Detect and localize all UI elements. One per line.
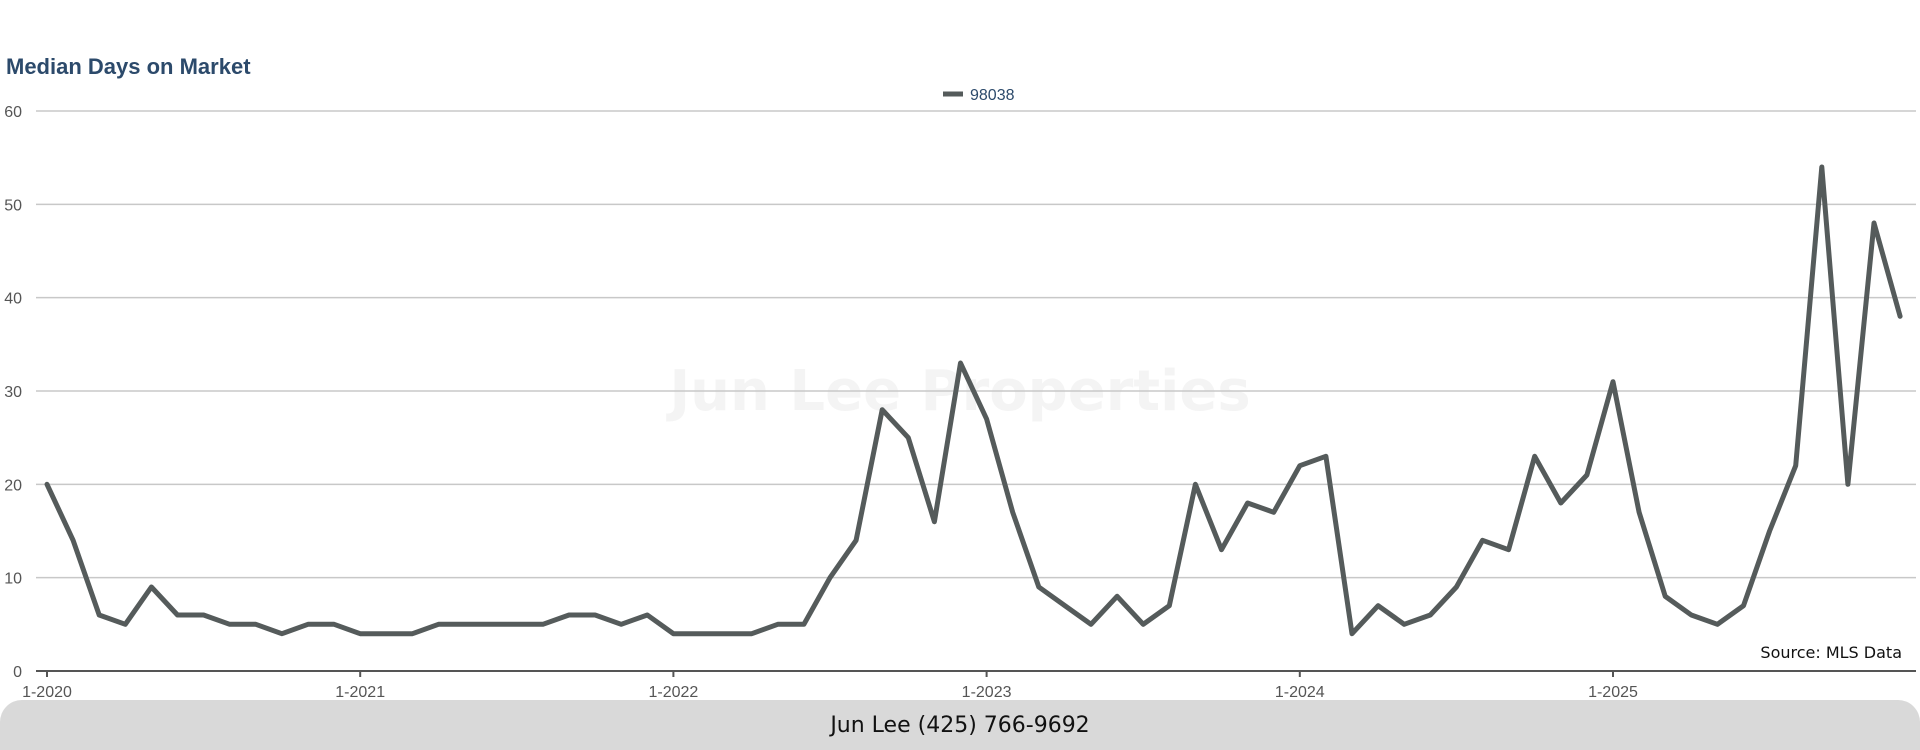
- data-point-1-2022: [670, 631, 676, 637]
- legend[interactable]: 98038: [943, 87, 1015, 104]
- data-point-10-2021: [592, 612, 598, 618]
- y-tick-label-30: 30: [4, 384, 22, 401]
- data-point-10-2022: [905, 435, 911, 441]
- y-tick-label-20: 20: [4, 477, 22, 494]
- data-point-6-2024: [1427, 612, 1433, 618]
- data-point-1-2024: [1297, 463, 1303, 469]
- data-point-9-2025: [1819, 164, 1825, 170]
- y-tick-label-0: 0: [13, 664, 22, 681]
- data-point-12-2024: [1584, 472, 1590, 478]
- data-point-8-2025: [1793, 463, 1799, 469]
- series-line-98038: [44, 164, 1903, 637]
- data-point-2-2021: [383, 631, 389, 637]
- data-point-11-2024: [1558, 500, 1564, 506]
- x-tick-label-1-2024: 1-2024: [1275, 684, 1325, 700]
- data-point-12-2023: [1271, 509, 1277, 515]
- data-point-6-2025: [1741, 603, 1747, 609]
- data-point-11-2020: [305, 621, 311, 627]
- data-point-4-2021: [436, 621, 442, 627]
- legend-label-98038: 98038: [970, 87, 1015, 104]
- x-tick-label-1-2025: 1-2025: [1588, 684, 1638, 700]
- data-point-12-2021: [644, 612, 650, 618]
- footer-contact: Jun Lee (425) 766-9692: [830, 712, 1090, 738]
- chart-title: Median Days on Market: [6, 54, 251, 79]
- data-point-9-2024: [1506, 547, 1512, 553]
- data-point-2-2022: [697, 631, 703, 637]
- data-point-11-2023: [1245, 500, 1251, 506]
- grid-lines: [36, 110, 1916, 579]
- data-point-6-2021: [488, 621, 494, 627]
- y-tick-label-10: 10: [4, 571, 22, 588]
- data-point-10-2025: [1845, 481, 1851, 487]
- y-tick-label-50: 50: [4, 197, 22, 214]
- data-point-7-2025: [1767, 528, 1773, 534]
- data-point-8-2020: [227, 621, 233, 627]
- data-point-6-2020: [175, 612, 181, 618]
- data-point-5-2020: [148, 584, 154, 590]
- data-point-5-2025: [1714, 621, 1720, 627]
- data-point-9-2020: [253, 621, 259, 627]
- x-axis-ticks: 1-2020 1-2021 1-2022 1-2023 1-2024 1-2025: [22, 671, 1638, 700]
- y-axis-ticks: 0 10 20 30 40 50 60: [4, 104, 22, 681]
- data-point-9-2021: [566, 612, 572, 618]
- data-point-4-2022: [749, 631, 755, 637]
- data-point-7-2020: [201, 612, 207, 618]
- data-point-10-2024: [1532, 453, 1538, 459]
- data-point-8-2022: [853, 537, 859, 543]
- data-point-11-2021: [618, 621, 624, 627]
- data-point-4-2020: [122, 621, 128, 627]
- data-point-2-2024: [1323, 453, 1329, 459]
- y-tick-label-40: 40: [4, 291, 22, 308]
- data-point-1-2023: [984, 416, 990, 422]
- data-point-5-2024: [1401, 621, 1407, 627]
- x-tick-label-1-2021: 1-2021: [335, 684, 385, 700]
- data-point-8-2023: [1166, 603, 1172, 609]
- x-tick-label-1-2020: 1-2020: [22, 684, 72, 700]
- data-point-2-2023: [1010, 509, 1016, 515]
- footer-bar: Jun Lee (425) 766-9692: [0, 700, 1920, 750]
- data-point-3-2024: [1349, 631, 1355, 637]
- data-point-10-2020: [279, 631, 285, 637]
- data-point-9-2022: [879, 407, 885, 413]
- data-point-4-2024: [1375, 603, 1381, 609]
- data-point-7-2021: [514, 621, 520, 627]
- data-point-5-2022: [775, 621, 781, 627]
- data-point-5-2023: [1088, 621, 1094, 627]
- data-point-7-2022: [827, 575, 833, 581]
- series-layer: [44, 164, 1903, 637]
- data-point-6-2022: [801, 621, 807, 627]
- x-tick-label-1-2023: 1-2023: [962, 684, 1012, 700]
- data-point-3-2025: [1662, 593, 1668, 599]
- data-point-1-2025: [1610, 379, 1616, 385]
- data-point-9-2023: [1192, 481, 1198, 487]
- data-point-11-2025: [1871, 220, 1877, 226]
- data-point-1-2021: [357, 631, 363, 637]
- data-point-10-2023: [1219, 547, 1225, 553]
- data-point-7-2024: [1453, 584, 1459, 590]
- data-point-2-2025: [1636, 509, 1642, 515]
- data-point-12-2020: [331, 621, 337, 627]
- x-tick-label-1-2022: 1-2022: [648, 684, 698, 700]
- data-point-4-2025: [1688, 612, 1694, 618]
- data-point-8-2021: [540, 621, 546, 627]
- data-point-6-2023: [1114, 593, 1120, 599]
- y-tick-label-60: 60: [4, 104, 22, 121]
- data-point-11-2022: [931, 519, 937, 525]
- data-point-3-2022: [723, 631, 729, 637]
- data-point-3-2021: [409, 631, 415, 637]
- data-point-12-2025: [1897, 313, 1903, 319]
- data-point-1-2020: [44, 481, 50, 487]
- data-point-5-2021: [462, 621, 468, 627]
- data-point-3-2020: [96, 612, 102, 618]
- data-point-7-2023: [1140, 621, 1146, 627]
- data-point-3-2023: [1036, 584, 1042, 590]
- source-label: Source: MLS Data: [1760, 643, 1902, 662]
- data-point-4-2023: [1062, 603, 1068, 609]
- data-point-2-2020: [70, 537, 76, 543]
- data-point-8-2024: [1480, 537, 1486, 543]
- data-point-12-2022: [958, 360, 964, 366]
